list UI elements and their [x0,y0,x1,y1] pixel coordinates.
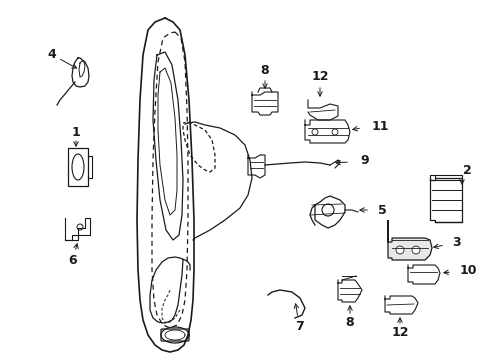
Text: 9: 9 [359,154,368,167]
Text: 3: 3 [451,237,460,249]
Text: 10: 10 [459,265,476,278]
Text: 6: 6 [68,253,77,266]
Text: 1: 1 [71,126,80,139]
Ellipse shape [72,154,84,180]
Text: 8: 8 [345,316,354,329]
Text: 7: 7 [295,320,304,333]
Text: 5: 5 [377,203,386,216]
Text: 11: 11 [371,121,389,134]
FancyBboxPatch shape [161,329,189,341]
Circle shape [311,129,317,135]
Circle shape [321,204,333,216]
Circle shape [331,129,337,135]
Text: 2: 2 [462,163,471,176]
Circle shape [77,224,83,230]
Polygon shape [387,220,431,260]
Text: 8: 8 [260,63,269,77]
Text: 12: 12 [311,71,328,84]
FancyBboxPatch shape [68,148,88,186]
Text: 12: 12 [390,327,408,339]
Circle shape [411,246,419,254]
Circle shape [395,246,403,254]
Text: 4: 4 [47,49,56,62]
